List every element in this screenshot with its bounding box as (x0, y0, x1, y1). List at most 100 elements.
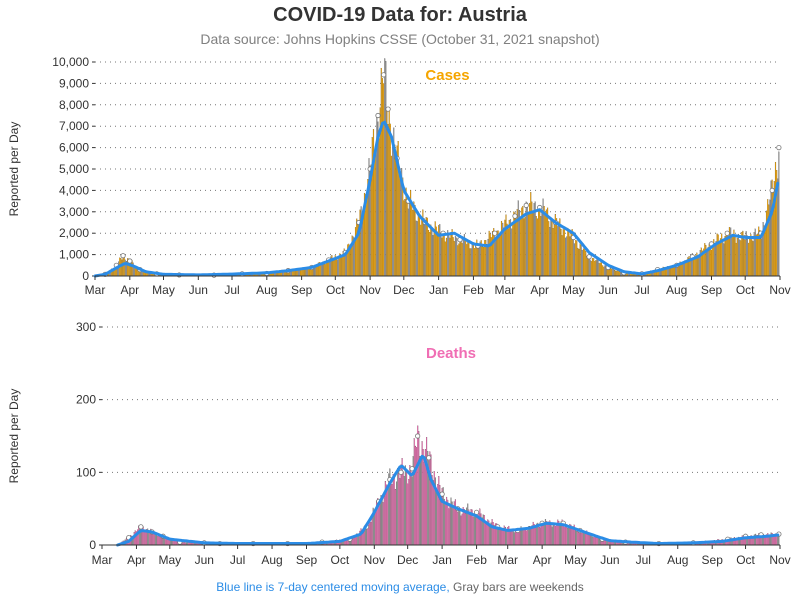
deaths-point (138, 524, 144, 530)
cases-bar (523, 218, 525, 277)
deaths-bar (369, 520, 371, 546)
cases-bar (580, 244, 582, 277)
cases-y-tick-label: 6,000 (59, 141, 89, 155)
deaths-bar (489, 524, 491, 546)
cases-bar (385, 61, 387, 277)
deaths-bar (484, 521, 487, 546)
deaths-bar (381, 496, 383, 546)
deaths-bar (469, 513, 471, 546)
cases-point (127, 258, 133, 264)
deaths-bar (514, 531, 517, 546)
cases-bar (398, 166, 400, 277)
cases-bar (682, 262, 684, 277)
cases-bar (472, 244, 474, 277)
cases-y-tick-label: 0 (82, 269, 89, 283)
cases-bar (579, 243, 581, 277)
cases-bar (582, 248, 585, 277)
deaths-bar (438, 476, 440, 546)
cases-bar (748, 242, 750, 277)
cases-point (492, 230, 498, 236)
deaths-x-tick-label: May (158, 553, 181, 567)
deaths-x-tick-label: Mar (92, 553, 113, 567)
deaths-bar (444, 502, 446, 546)
deaths-bar (379, 504, 381, 546)
cases-bar (418, 216, 421, 277)
cases-bar (415, 220, 417, 277)
cases-bar (307, 268, 309, 277)
cases-bar (426, 217, 428, 277)
deaths-bar (390, 481, 392, 546)
cases-bar (589, 259, 591, 277)
deaths-bar (413, 438, 415, 546)
cases-bar (517, 200, 519, 277)
deaths-y-tick-label: 100 (76, 465, 96, 479)
cases-bar (754, 228, 756, 277)
cases-bar (394, 144, 396, 277)
deaths-bar (392, 473, 394, 546)
cases-bar (731, 235, 733, 277)
deaths-bar (429, 451, 431, 546)
cases-bar (404, 199, 406, 277)
cases-bar (477, 244, 479, 277)
cases-bar (549, 227, 551, 277)
cases-bar (442, 231, 444, 277)
cases-bar (561, 235, 563, 277)
cases-bar (489, 233, 491, 277)
cases-bar (770, 180, 772, 277)
deaths-bar (522, 530, 524, 546)
deaths-bar (511, 529, 513, 546)
cases-bar (769, 199, 771, 277)
cases-bar (722, 239, 724, 277)
deaths-bar (387, 486, 389, 546)
cases-bar (427, 229, 430, 277)
cases-bar (366, 199, 368, 277)
cases-bar (567, 227, 569, 277)
cases-bar (459, 236, 461, 277)
deaths-bar (365, 529, 368, 546)
cases-x-tick-label: Jan (429, 283, 448, 297)
cases-bar (503, 227, 505, 277)
deaths-bar (420, 456, 422, 546)
cases-bar (710, 249, 713, 277)
cases-bar (340, 254, 342, 277)
deaths-bar (538, 526, 540, 546)
cases-bar (499, 231, 501, 277)
cases-bar (420, 224, 422, 277)
deaths-bar (436, 489, 438, 546)
deaths-bar (553, 522, 555, 546)
cases-bar (429, 232, 431, 277)
deaths-bar (393, 477, 395, 546)
deaths-y-tick-label: 200 (76, 393, 96, 407)
deaths-bar (472, 516, 474, 546)
cases-bar (341, 255, 343, 277)
cases-bar (532, 211, 534, 277)
cases-bar (727, 235, 729, 277)
deaths-bar (157, 536, 159, 546)
deaths-x-tick-label: Jun (195, 553, 214, 567)
deaths-panel: 0 100 200 300 Mar Apr May Jun Jul Aug Sep Oct Nov Dec… (7, 320, 791, 567)
deaths-bar (501, 530, 503, 546)
cases-bar (706, 249, 708, 277)
deaths-bar (443, 498, 445, 546)
cases-y-tick-label: 2,000 (59, 226, 89, 240)
cases-bar (673, 266, 675, 277)
cases-bar (386, 107, 388, 277)
deaths-bar (405, 468, 408, 546)
cases-bar (586, 255, 588, 277)
cases-bar (439, 224, 441, 277)
deaths-x-tick-label: Aug (261, 553, 282, 567)
deaths-bar (397, 468, 399, 546)
deaths-point (426, 455, 432, 461)
cases-bar (430, 224, 432, 277)
deaths-bar (534, 526, 537, 546)
deaths-bar (510, 531, 512, 546)
cases-bar (456, 237, 458, 277)
cases-bar (337, 259, 339, 277)
cases-bar (612, 268, 614, 277)
cases-bar (380, 67, 382, 277)
cases-bar (530, 192, 532, 277)
deaths-bar (551, 526, 553, 546)
cases-bar (617, 270, 619, 277)
cases-bar (750, 234, 752, 277)
deaths-bar (411, 476, 413, 546)
